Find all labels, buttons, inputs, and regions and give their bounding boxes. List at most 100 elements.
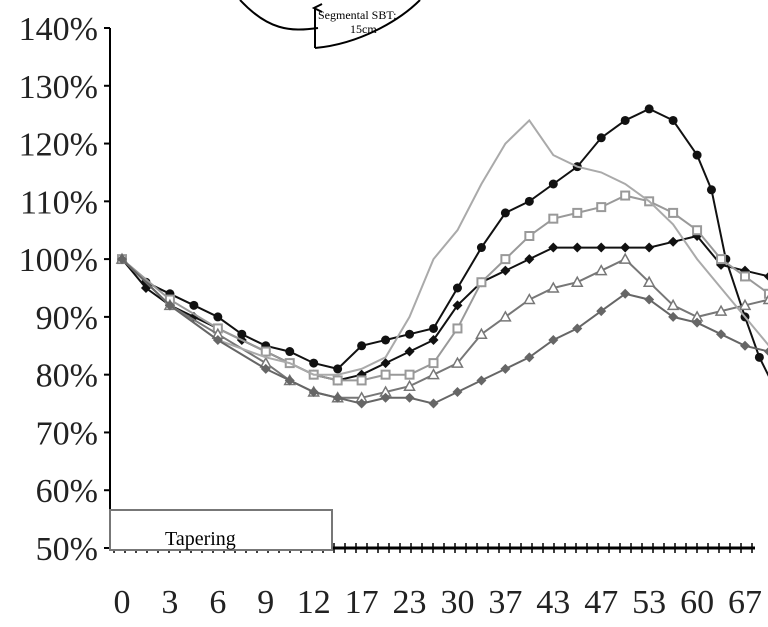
data-point: [716, 254, 727, 265]
y-tick-label: 60%: [36, 473, 98, 510]
series-1-line: [121, 107, 768, 377]
data-point: [548, 242, 559, 253]
series-5-line: [121, 118, 768, 376]
data-point: [754, 352, 764, 362]
segment-annotation-line2: 15cm: [350, 22, 377, 36]
tapering-box: Tapering: [109, 509, 333, 551]
data-point: [596, 133, 606, 143]
series-group: [115, 104, 768, 409]
data-point: [668, 311, 679, 322]
data-point: [668, 207, 679, 218]
x-tick-label: 67: [728, 584, 762, 621]
data-point: [452, 300, 463, 311]
data-point: [716, 329, 727, 340]
data-point: [260, 346, 271, 357]
data-point: [428, 335, 439, 345]
data-point: [644, 294, 655, 305]
tapering-box-rect: [109, 509, 333, 551]
data-point: [500, 363, 511, 374]
data-point: [452, 387, 463, 397]
x-tick-label: 23: [393, 584, 427, 621]
x-tick-label: 37: [488, 584, 522, 621]
data-point: [333, 364, 343, 374]
data-point: [572, 207, 583, 218]
series-6: [117, 254, 768, 409]
data-point: [692, 150, 702, 160]
data-point: [357, 341, 367, 351]
data-point: [714, 304, 728, 316]
data-point: [594, 264, 608, 276]
data-point: [524, 254, 535, 265]
data-point: [500, 265, 511, 276]
x-tick-label: 60: [680, 584, 714, 621]
data-point: [763, 347, 768, 356]
data-point: [475, 327, 488, 339]
data-point: [570, 275, 584, 287]
data-point: [356, 375, 367, 386]
data-point: [404, 369, 415, 380]
y-tick-label: 140%: [19, 11, 98, 48]
data-point: [666, 298, 680, 311]
data-point: [548, 179, 558, 189]
data-point: [524, 231, 535, 241]
segment-annotation-arrow: [311, 3, 323, 13]
data-point: [285, 347, 295, 357]
data-point: [572, 323, 583, 334]
x-tick-label: 9: [257, 584, 274, 621]
data-point: [596, 202, 607, 213]
x-tick-label: 17: [345, 584, 379, 621]
x-tick-label: 6: [209, 584, 226, 621]
data-point: [356, 398, 367, 409]
axes: 50%60%70%80%90%100%110%120%130%140%0 3 6 9 1…: [19, 11, 762, 621]
data-point: [404, 346, 415, 357]
data-point: [499, 310, 512, 322]
data-point: [500, 208, 510, 218]
data-point: [572, 242, 583, 253]
data-point: [548, 335, 559, 345]
y-tick-label: 90%: [36, 300, 98, 337]
data-point: [117, 254, 127, 265]
y-tick-label: 110%: [20, 184, 98, 221]
data-point: [476, 277, 487, 288]
data-point: [740, 271, 750, 282]
data-point: [308, 387, 319, 397]
data-point: [309, 358, 319, 368]
data-point: [427, 368, 440, 380]
data-point: [762, 294, 768, 305]
data-point: [380, 392, 391, 403]
data-point: [284, 375, 295, 386]
data-point: [260, 363, 271, 374]
data-point: [381, 335, 391, 345]
data-point: [212, 335, 223, 345]
data-point: [738, 298, 752, 311]
y-tick-label: 70%: [36, 415, 98, 452]
series-5: [121, 118, 768, 376]
data-point: [620, 190, 631, 201]
data-point: [763, 272, 768, 281]
data-point: [428, 358, 439, 369]
data-point: [237, 329, 247, 339]
x-tick-label: 0: [114, 584, 131, 621]
data-point: [332, 375, 343, 386]
data-point: [620, 115, 630, 125]
y-tick-label: 100%: [19, 242, 98, 279]
data-point: [380, 358, 391, 369]
y-tick-label: 80%: [36, 358, 98, 395]
data-point: [706, 185, 716, 195]
data-point: [642, 275, 656, 287]
data-point: [620, 242, 631, 253]
x-tick-label: 30: [440, 584, 474, 621]
data-point: [692, 225, 703, 236]
data-point: [476, 243, 486, 253]
data-point: [524, 196, 534, 206]
segment-annotation-curve: [239, 0, 421, 49]
tapering-box-label: Tapering: [165, 528, 236, 550]
data-point: [620, 288, 631, 299]
data-point: [618, 252, 632, 264]
segment-annotation: Segmental SBT: 15cm: [239, 0, 421, 49]
data-point: [548, 213, 559, 224]
x-tick-label: 12: [297, 584, 331, 621]
data-point: [451, 356, 464, 368]
data-point: [189, 300, 199, 310]
y-tick-label: 120%: [19, 127, 98, 164]
